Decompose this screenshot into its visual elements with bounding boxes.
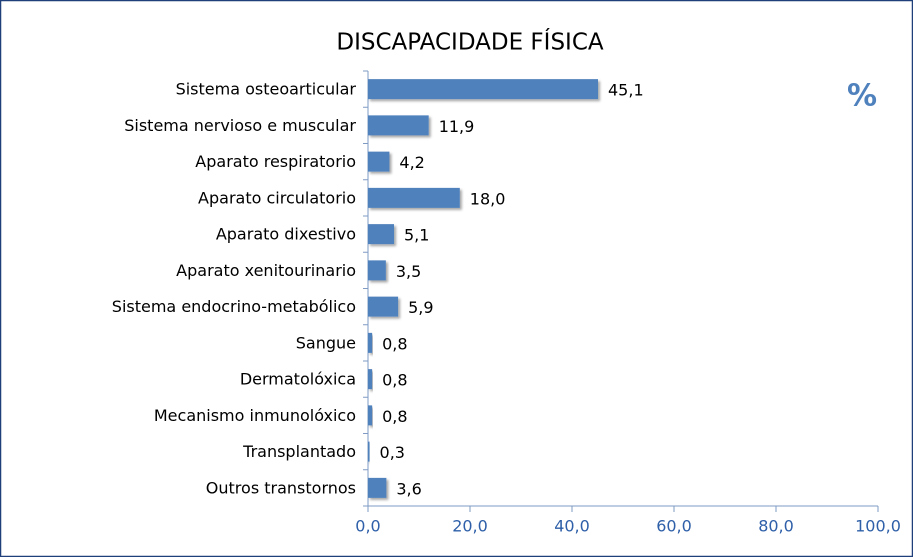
y-tick-label: Sistema endocrino-metabólico bbox=[112, 297, 356, 316]
value-label: 11,9 bbox=[439, 117, 475, 136]
x-tick-label: 60,0 bbox=[656, 517, 692, 536]
y-tick-label: Mecanismo inmunolóxico bbox=[154, 406, 356, 425]
y-tick-label: Sistema nervioso e muscular bbox=[124, 116, 356, 135]
bar bbox=[368, 79, 599, 100]
y-tick-label: Outros transtornos bbox=[206, 478, 356, 497]
y-tick-label: Aparato dixestivo bbox=[216, 225, 356, 244]
value-label: 5,1 bbox=[404, 226, 429, 245]
bar bbox=[368, 332, 373, 353]
bar bbox=[368, 477, 387, 498]
x-tick-label: 100,0 bbox=[855, 517, 901, 536]
x-tick-label: 20,0 bbox=[452, 517, 488, 536]
y-tick-label: Sistema osteoarticular bbox=[176, 80, 357, 99]
bar bbox=[368, 115, 429, 136]
unit-annotation: % bbox=[847, 79, 877, 114]
value-label: 4,2 bbox=[399, 153, 424, 172]
bar bbox=[368, 151, 390, 172]
bar bbox=[368, 224, 395, 245]
bar bbox=[368, 441, 370, 462]
value-label: 3,5 bbox=[396, 262, 421, 281]
bar bbox=[368, 260, 386, 281]
value-label: 0,8 bbox=[382, 334, 407, 353]
y-tick-label: Aparato respiratorio bbox=[195, 152, 356, 171]
bar bbox=[368, 187, 460, 208]
bar bbox=[368, 405, 373, 426]
x-tick-label: 80,0 bbox=[758, 517, 794, 536]
value-label: 0,8 bbox=[382, 371, 407, 390]
value-label: 0,8 bbox=[382, 407, 407, 426]
value-label: 5,9 bbox=[408, 298, 433, 317]
value-label: 0,3 bbox=[380, 443, 405, 462]
bar bbox=[368, 369, 373, 390]
value-label: 18,0 bbox=[470, 189, 506, 208]
value-label: 3,6 bbox=[396, 479, 421, 498]
x-tick-label: 40,0 bbox=[554, 517, 590, 536]
y-tick-label: Dermatolóxica bbox=[240, 370, 356, 389]
bar bbox=[368, 296, 399, 317]
y-tick-label: Aparato xenitourinario bbox=[176, 261, 356, 280]
chart-title: DISCAPACIDADE FÍSICA bbox=[336, 28, 604, 56]
y-tick-label: Transplantado bbox=[242, 442, 356, 461]
y-tick-label: Sangue bbox=[296, 333, 356, 352]
x-tick-label: 0,0 bbox=[355, 517, 380, 536]
value-label: 45,1 bbox=[608, 81, 644, 100]
y-tick-label: Aparato circulatorio bbox=[198, 188, 356, 207]
